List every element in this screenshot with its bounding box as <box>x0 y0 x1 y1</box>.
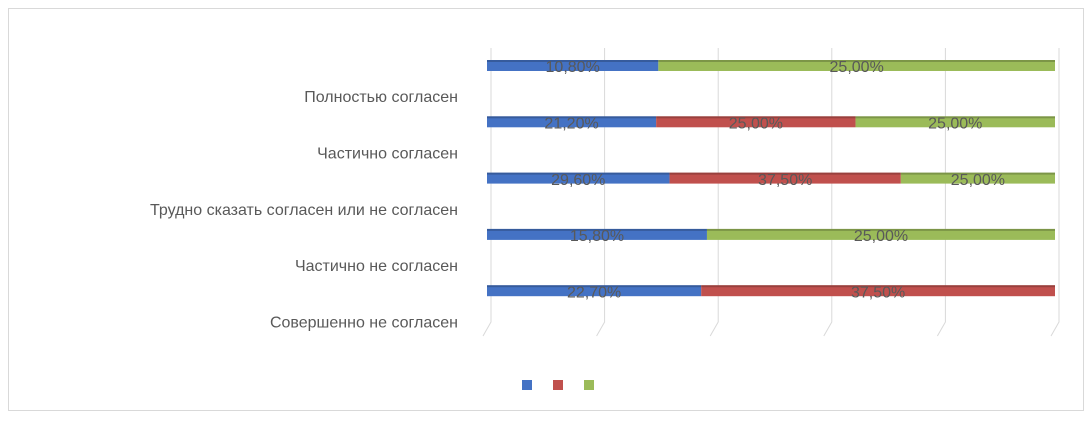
legend-swatch <box>584 380 594 390</box>
bar-top <box>669 172 901 175</box>
bar-top <box>701 285 1055 288</box>
data-label: 29,60% <box>551 172 605 189</box>
bar-segment <box>701 285 1055 297</box>
grid-line <box>596 48 606 337</box>
data-label: 15,80% <box>570 228 624 245</box>
grid-line <box>1050 48 1060 337</box>
bar-top <box>487 60 659 62</box>
bar-segment <box>487 116 657 128</box>
bar-top <box>487 116 657 119</box>
grid-line <box>823 48 833 337</box>
bar-top <box>656 116 856 119</box>
category-label: Совершенно не согласен <box>270 314 458 331</box>
bar-top <box>706 228 1055 231</box>
bar-segment <box>900 172 1055 184</box>
data-label: 25,00% <box>830 59 884 76</box>
bar-segment <box>487 172 670 184</box>
category-label: Частично не согласен <box>295 258 458 275</box>
data-label: 37,50% <box>851 284 905 301</box>
data-label: 25,00% <box>854 228 908 245</box>
bar-top <box>487 228 707 231</box>
bar-segment <box>855 116 1055 128</box>
bar-segment <box>487 285 702 297</box>
bar-segment <box>669 172 901 184</box>
grid-line <box>936 48 946 337</box>
data-label: 25,00% <box>928 116 982 133</box>
data-label: 21,20% <box>544 116 598 133</box>
legend-swatch <box>522 380 532 390</box>
data-label: 37,50% <box>758 172 812 189</box>
legend-swatch <box>553 380 563 390</box>
bar-segment <box>706 228 1055 240</box>
category-label: Полностью согласен <box>304 89 458 106</box>
data-label: 22,70% <box>567 284 621 301</box>
bar-top <box>487 172 670 175</box>
data-label: 25,00% <box>729 116 783 133</box>
bar-segment <box>656 116 856 128</box>
bar-top <box>487 285 702 288</box>
bar-segment <box>658 60 1055 71</box>
bar-top <box>658 60 1055 62</box>
data-label: 25,00% <box>951 172 1005 189</box>
bar-top <box>855 116 1055 119</box>
bar-top <box>900 172 1055 175</box>
category-label: Трудно сказать согласен или не согласен <box>150 202 458 219</box>
category-label: Частично согласен <box>317 146 458 163</box>
bar-segment <box>487 60 659 71</box>
grid-line <box>482 48 492 337</box>
bar-segment <box>487 228 707 240</box>
grid-line <box>709 48 719 337</box>
chart-border <box>8 8 1084 411</box>
data-label: 10,80% <box>546 59 600 76</box>
